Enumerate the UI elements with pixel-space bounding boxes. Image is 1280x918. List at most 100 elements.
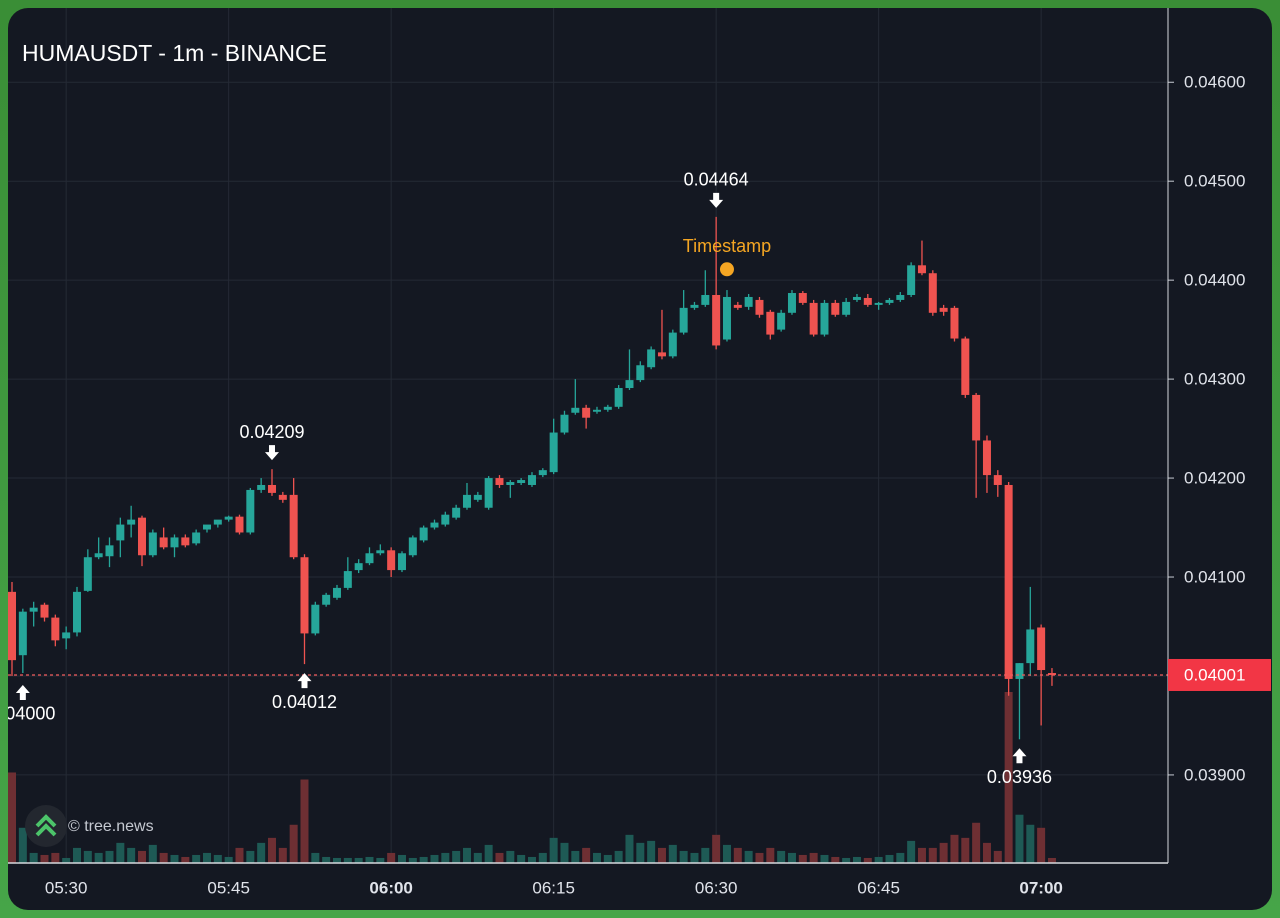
volume-bar [1047, 857, 1056, 863]
volume-bar [72, 847, 81, 863]
volume-bar [798, 854, 807, 863]
candle-body [896, 294, 905, 300]
volume-bar [365, 856, 374, 863]
volume-bar [51, 852, 60, 863]
candle-body [755, 299, 764, 315]
volume-bar [701, 847, 710, 863]
volume-bar [928, 847, 937, 863]
volume-bar [712, 834, 721, 863]
candle-body [181, 537, 190, 546]
candle-body [376, 550, 385, 554]
candle-body [527, 475, 536, 485]
volume-bar [148, 844, 157, 863]
volume-bar [755, 852, 764, 863]
candle-body [722, 296, 731, 340]
volume-bar [993, 850, 1002, 863]
y-tick-label: 0.03900 [1184, 765, 1245, 784]
volume-bar [267, 837, 276, 863]
candle-body [170, 537, 179, 548]
volume-bar [137, 850, 146, 863]
volume-bar [917, 847, 926, 863]
chart-title: HUMAUSDT - 1m - BINANCE [22, 40, 327, 66]
volume-bar [907, 840, 916, 863]
volume-bar [343, 857, 352, 863]
candle-body [311, 604, 320, 634]
candle-body [712, 294, 721, 346]
candle-body [679, 307, 688, 333]
volume-bar [874, 856, 883, 863]
volume-bar [852, 856, 861, 863]
candle-body [1015, 663, 1024, 679]
volume-bar [961, 837, 970, 863]
candle-body [51, 617, 60, 641]
candle-body [116, 524, 125, 541]
volume-bar [809, 852, 818, 863]
volume-bar [246, 850, 255, 863]
volume-bar [311, 852, 320, 863]
volume-bar [29, 852, 38, 863]
overlays: 0.04000 0.04209 0.04012 0.04464 0.03936 Times… [0, 170, 1168, 787]
volume-bar [127, 847, 136, 863]
candle-body [83, 557, 92, 591]
watermark: © tree.news [68, 818, 154, 835]
candle-body [354, 563, 363, 571]
candle-body [907, 265, 916, 295]
candle-body [495, 478, 504, 485]
volume-bar [462, 847, 471, 863]
volume-bar [863, 857, 872, 863]
volume-bar [603, 854, 612, 863]
volume-bar [647, 840, 656, 863]
candle-body [950, 307, 959, 339]
volume-bar [181, 856, 190, 863]
volume-bar [159, 852, 168, 863]
candle-body [202, 524, 211, 530]
volume-bar [105, 850, 114, 863]
annotation-label: 0.04000 [0, 704, 55, 724]
volume-bar [636, 842, 645, 863]
volume-bar [408, 857, 417, 863]
volume-bar [1004, 692, 1013, 863]
candle-body [831, 302, 840, 315]
candle-body [744, 296, 753, 307]
volume-bar [744, 850, 753, 863]
candle-body [993, 475, 1002, 485]
candle-body [322, 594, 331, 605]
volume-bar [473, 852, 482, 863]
candle-body [668, 332, 677, 357]
candle-body [441, 514, 450, 525]
volume-bar [235, 847, 244, 863]
candle-body [72, 591, 81, 633]
candle-body [625, 380, 634, 389]
volume-bar [441, 852, 450, 863]
candle-body [766, 311, 775, 335]
y-tick-label: 0.04500 [1184, 172, 1245, 191]
candle-body [105, 545, 114, 557]
volume-bar [202, 852, 211, 863]
volume-bar [527, 856, 536, 863]
volume-bar [777, 850, 786, 863]
volume-bar [278, 847, 287, 863]
candle-body [506, 482, 515, 485]
candle-body [278, 494, 287, 500]
candle-body [982, 440, 991, 476]
volume-bar [950, 834, 959, 863]
volume-bar [517, 854, 526, 863]
volume-bar [766, 847, 775, 863]
candle-body [657, 352, 666, 357]
candle-body [1047, 673, 1056, 675]
volume-bar [972, 822, 981, 863]
candle-body [885, 299, 894, 303]
volume-bar [538, 852, 547, 863]
volume-pane [8, 692, 1056, 863]
candle-body [809, 302, 818, 335]
y-tick-label: 0.04100 [1184, 568, 1245, 587]
candle-body [972, 394, 981, 441]
volume-bar [1037, 827, 1046, 863]
candle-body [636, 365, 645, 381]
volume-bar [495, 852, 504, 863]
volume-bar [322, 856, 331, 863]
volume-bar [376, 857, 385, 863]
volume-bar [592, 852, 601, 863]
logo [25, 805, 67, 847]
